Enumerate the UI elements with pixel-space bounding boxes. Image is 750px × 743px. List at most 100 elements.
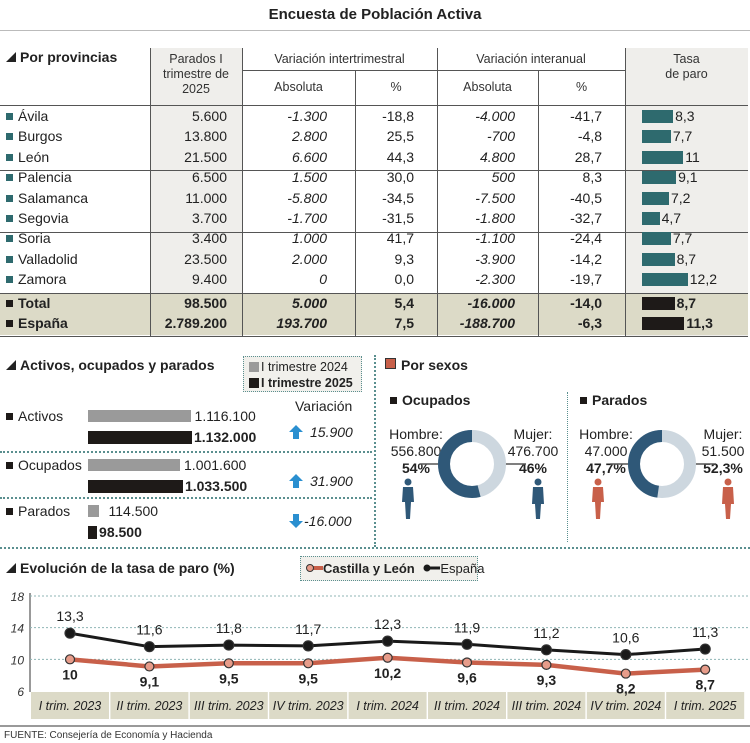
province-name: Total bbox=[6, 293, 50, 313]
page-title: Encuesta de Población Activa bbox=[268, 6, 482, 23]
interanual-absoluta: -700 bbox=[486, 128, 515, 145]
value-2025: 1.033.500 bbox=[184, 478, 248, 494]
tasa-label: 12,2 bbox=[689, 271, 717, 288]
mujer-text: 476.700 bbox=[507, 443, 559, 459]
tasa-bar bbox=[642, 191, 669, 205]
mujer-text: Mujer: bbox=[703, 426, 743, 442]
parados-value: 2.789.200 bbox=[164, 315, 227, 331]
section-heading: Activos, ocupados y parados bbox=[20, 357, 215, 373]
row-label: Activos bbox=[6, 406, 63, 426]
province-label: Ávila bbox=[18, 108, 49, 124]
category-cell bbox=[428, 692, 506, 719]
intertrimestral-absoluta: -5.800 bbox=[287, 189, 327, 206]
intertrimestral-pct: 7,5 bbox=[394, 315, 414, 331]
intertrimestral-absoluta: 6.600 bbox=[291, 148, 327, 165]
bar-2024 bbox=[88, 410, 191, 422]
parados-value: 5.600 bbox=[191, 108, 227, 124]
province-name: España bbox=[6, 313, 68, 333]
category-cell bbox=[586, 692, 665, 719]
header-pct: % bbox=[575, 80, 588, 94]
square-icon bbox=[6, 194, 13, 202]
row-label: Parados bbox=[6, 501, 70, 521]
province-name: Burgos bbox=[6, 126, 62, 146]
data-point bbox=[700, 664, 711, 675]
variation-value: -16.000 bbox=[304, 513, 352, 529]
province-label: Salamanca bbox=[18, 189, 89, 206]
legend: I trimestre 2024 I trimestre 2025 bbox=[243, 356, 362, 392]
tasa-bar bbox=[642, 150, 684, 164]
intertrimestral-absoluta: 1.500 bbox=[291, 169, 327, 186]
interanual-absoluta: -3.900 bbox=[475, 250, 515, 267]
variation-value: 15.900 bbox=[310, 424, 353, 440]
intertrimestral-absoluta: 2.000 bbox=[291, 250, 327, 267]
province-label: Palencia bbox=[18, 169, 72, 186]
tasa-bar bbox=[642, 171, 677, 185]
data-label: 8,7 bbox=[695, 677, 715, 693]
value-2024: 1.001.600 bbox=[184, 457, 247, 473]
interanual-pct: -6,3 bbox=[577, 315, 602, 331]
label-text: Parados bbox=[18, 503, 71, 519]
province-label: Total bbox=[18, 294, 51, 311]
data-label: 11,8 bbox=[216, 620, 242, 636]
header-interanual: Variación interanual bbox=[476, 52, 586, 66]
row-label: Ocupados bbox=[6, 455, 82, 475]
data-label: 11,3 bbox=[692, 624, 718, 640]
intertrimestral-pct: 0,0 bbox=[394, 271, 414, 288]
y-tick-label: 6 bbox=[17, 685, 24, 699]
square-icon bbox=[6, 174, 13, 182]
intertrimestral-absoluta: -1.300 bbox=[287, 108, 327, 124]
value-2024: 1.116.100 bbox=[194, 408, 256, 424]
data-label: 11,9 bbox=[454, 619, 480, 635]
category-cell bbox=[348, 692, 427, 719]
province-label: Zamora bbox=[18, 271, 67, 288]
header-intertrimestral: Variación intertrimestral bbox=[274, 52, 405, 66]
parados-value: 3.700 bbox=[191, 210, 227, 226]
triangle-icon bbox=[6, 563, 16, 573]
bar-2024 bbox=[88, 505, 99, 517]
tasa-bar bbox=[642, 110, 674, 123]
data-point bbox=[541, 659, 552, 670]
parados-value: 98.500 bbox=[184, 294, 227, 311]
data-point bbox=[302, 640, 314, 652]
province-label: Burgos bbox=[18, 128, 63, 145]
interanual-absoluta: -16.000 bbox=[467, 294, 515, 311]
province-label: España bbox=[18, 315, 68, 331]
tasa-bar bbox=[642, 212, 660, 225]
interanual-pct: 8,3 bbox=[582, 169, 602, 186]
tasa-label: 8,3 bbox=[675, 108, 695, 124]
province-name: Segovia bbox=[6, 208, 69, 228]
intertrimestral-pct: 9,3 bbox=[394, 250, 414, 267]
legend-item-2024: I trimestre 2024 bbox=[249, 359, 356, 375]
x-tick-label: III trim. 2024 bbox=[512, 699, 582, 713]
bar-2024 bbox=[88, 459, 181, 471]
x-tick-label: I trim. 2025 bbox=[674, 699, 737, 713]
group-label: Ocupados bbox=[402, 392, 471, 408]
category-cell bbox=[189, 692, 268, 719]
data-label: 10,6 bbox=[612, 630, 639, 646]
tasa-label: 7,7 bbox=[672, 128, 693, 145]
variation-value: 31.900 bbox=[310, 473, 353, 489]
province-label: Soria bbox=[18, 230, 51, 247]
category-cell bbox=[31, 692, 109, 719]
interanual-pct: -32,7 bbox=[570, 210, 602, 226]
divider bbox=[0, 30, 750, 31]
data-point bbox=[620, 668, 631, 679]
tasa-label: 7,7 bbox=[672, 230, 693, 247]
data-point bbox=[699, 643, 711, 655]
data-point bbox=[303, 658, 314, 669]
interanual-pct: -41,7 bbox=[570, 108, 602, 124]
province-name: Valladolid bbox=[6, 249, 78, 269]
data-point bbox=[461, 638, 473, 650]
hombre-text: 47.000 bbox=[584, 443, 628, 459]
intertrimestral-absoluta: 5.000 bbox=[291, 294, 327, 311]
category-cell bbox=[507, 692, 586, 719]
tasa-label: 11 bbox=[685, 148, 700, 165]
province-name: Salamanca bbox=[6, 188, 88, 208]
category-cell bbox=[666, 692, 745, 719]
legend-espana: España bbox=[422, 561, 484, 576]
intertrimestral-absoluta: 2.800 bbox=[291, 128, 327, 145]
interanual-absoluta: -1.100 bbox=[475, 230, 515, 247]
tasa-label: 11,3 bbox=[686, 315, 713, 331]
interanual-pct: 28,7 bbox=[574, 148, 602, 165]
data-point bbox=[64, 654, 76, 665]
